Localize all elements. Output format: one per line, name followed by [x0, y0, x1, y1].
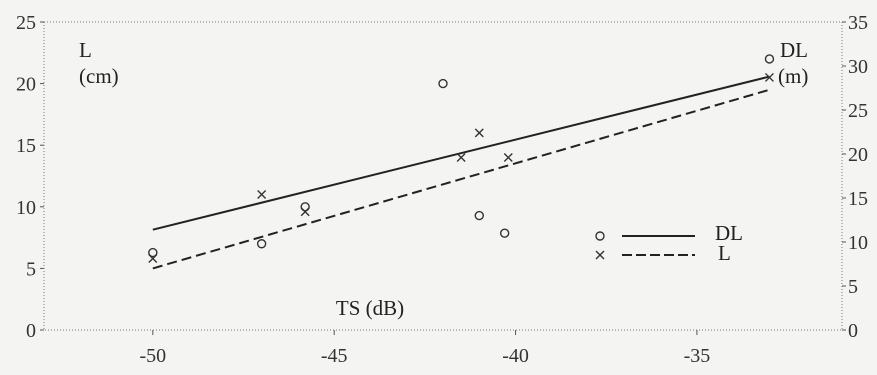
y-right-axis-unit: (m) — [778, 64, 808, 88]
point-dl — [148, 247, 158, 258]
y-right-tick-label: 35 — [848, 12, 868, 34]
point-dl — [499, 228, 510, 238]
point-l-stroke — [503, 153, 513, 163]
point-l — [474, 128, 484, 138]
y-left-tick-label: 5 — [26, 258, 36, 280]
legend: DL L — [595, 221, 743, 265]
y-right-tick-label: 10 — [848, 232, 868, 254]
y-right-tick-label: 20 — [848, 144, 868, 166]
point-dl — [256, 239, 267, 249]
y-left-tick-label: 25 — [16, 12, 36, 34]
legend-marker-l — [595, 250, 605, 260]
point-l-stroke — [300, 207, 310, 217]
x-tick-label: -40 — [502, 345, 529, 367]
y-left-axis-unit: (cm) — [79, 64, 119, 88]
y-left-tick-label: 15 — [16, 135, 36, 157]
legend-label-l: L — [718, 241, 731, 265]
point-dl — [474, 210, 484, 221]
x-tick-label: -50 — [139, 345, 166, 367]
point-l-stroke — [764, 72, 774, 82]
point-l — [300, 207, 310, 217]
y-right-tick-label: 30 — [848, 56, 868, 78]
point-l-stroke — [456, 153, 466, 163]
y-right-axis-label: DL — [780, 38, 808, 62]
point-l — [148, 254, 158, 264]
data-points — [148, 54, 775, 264]
point-l — [257, 189, 267, 199]
x-tick-label: -45 — [321, 345, 348, 367]
y-right-tick-label: 0 — [848, 320, 858, 342]
point-l — [456, 153, 466, 163]
point-l-stroke — [474, 128, 484, 138]
point-l-stroke — [257, 189, 267, 199]
fit-line-l — [152, 88, 770, 270]
y-right-tick-label: 25 — [848, 100, 868, 122]
fit-lines — [152, 75, 770, 270]
tick-labels: 0 5 10 15 20 25 0 5 10 15 20 25 30 35 -50 -45 -40 -35 — [16, 12, 868, 367]
axes — [40, 21, 846, 335]
point-l-stroke — [148, 254, 158, 264]
y-left-tick-label: 10 — [16, 197, 36, 219]
fit-line-dl — [152, 75, 770, 231]
point-dl — [438, 78, 448, 89]
y-left-tick-label: 0 — [26, 320, 36, 342]
point-l — [764, 72, 774, 82]
point-l — [503, 153, 513, 163]
x-tick-label: -35 — [684, 345, 711, 367]
legend-label-dl: DL — [715, 221, 743, 245]
x-axis-label: TS (dB) — [336, 296, 404, 320]
y-right-tick-label: 15 — [848, 188, 868, 210]
y-right-tick-label: 5 — [848, 276, 858, 298]
legend-marker-dl — [595, 231, 605, 241]
point-dl — [764, 54, 775, 64]
y-left-axis-label: L — [79, 38, 92, 62]
y-left-tick-label: 20 — [16, 74, 36, 96]
plot-frame — [43, 21, 843, 331]
